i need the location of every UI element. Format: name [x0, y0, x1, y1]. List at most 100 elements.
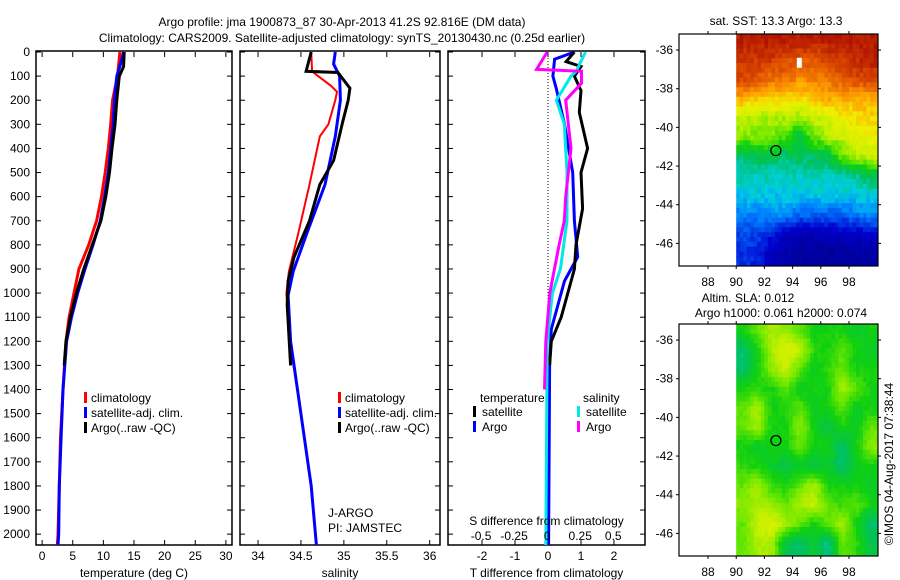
heatmap-cell	[866, 82, 871, 88]
heatmap-cell	[778, 517, 783, 523]
heatmap-cell	[757, 536, 762, 542]
heatmap-cell	[831, 367, 836, 373]
heatmap-cell	[824, 193, 829, 199]
heatmap-cell	[775, 198, 779, 204]
x2-tick-label: 0.5	[605, 529, 622, 543]
heatmap-cell	[789, 53, 793, 59]
heatmap-cell	[782, 222, 786, 228]
heatmap-cell	[764, 227, 769, 233]
heatmap-cell	[767, 469, 772, 475]
heatmap-cell	[764, 43, 769, 49]
heatmap-cell	[764, 217, 769, 223]
heatmap-cell	[824, 536, 829, 542]
heatmap-cell	[859, 111, 864, 117]
heatmap-cell	[782, 169, 786, 175]
heatmap-cell	[785, 203, 790, 209]
heatmap-cell	[775, 87, 779, 93]
heatmap-cell	[750, 208, 755, 214]
heatmap-cell	[831, 353, 836, 359]
heatmap-cell	[831, 38, 836, 44]
heatmap-cell	[806, 34, 811, 40]
heatmap-cell	[803, 198, 808, 204]
heatmap-cell	[736, 125, 741, 131]
heatmap-cell	[778, 237, 783, 243]
heatmap-cell	[841, 531, 846, 537]
heatmap-cell	[764, 63, 769, 69]
heatmap-cell	[792, 58, 797, 64]
heatmap-cell	[796, 449, 800, 455]
heatmap-cell	[739, 546, 744, 552]
heatmap-cell	[834, 48, 839, 54]
heatmap-cell	[831, 425, 836, 431]
heatmap-cell	[792, 87, 797, 93]
heatmap-cell	[849, 512, 853, 518]
heatmap-cell	[845, 53, 850, 59]
heatmap-cell	[760, 507, 765, 513]
heatmap-cell	[739, 469, 744, 475]
heatmap-cell	[810, 483, 815, 489]
heatmap-cell	[739, 48, 744, 54]
heatmap-cell	[775, 154, 779, 160]
heatmap-cell	[831, 338, 836, 344]
heatmap-cell	[785, 396, 790, 402]
heatmap-cell	[736, 154, 741, 160]
heatmap-cell	[743, 150, 748, 156]
heatmap-cell	[827, 531, 832, 537]
heatmap-cell	[870, 338, 874, 344]
heatmap-cell	[785, 406, 790, 412]
heatmap-cell	[799, 188, 804, 194]
heatmap-cell	[859, 208, 864, 214]
heatmap-cell	[820, 338, 825, 344]
heatmap-cell	[859, 227, 864, 233]
heatmap-cell	[866, 546, 871, 552]
heatmap-cell	[799, 546, 804, 552]
heatmap-cell	[810, 328, 815, 334]
heatmap-cell	[746, 58, 751, 64]
heatmap-cell	[789, 125, 793, 131]
heatmap-cell	[803, 478, 808, 484]
heatmap-cell	[824, 183, 829, 189]
heatmap-cell	[796, 367, 800, 373]
heatmap-cell	[856, 333, 860, 339]
heatmap-cell	[771, 38, 776, 44]
heatmap-cell	[810, 527, 815, 533]
heatmap-cell	[739, 478, 744, 484]
heatmap-cell	[792, 174, 797, 180]
heatmap-cell	[873, 125, 878, 131]
heatmap-cell	[750, 440, 755, 446]
heatmap-cell	[771, 130, 776, 136]
heatmap-cell	[750, 150, 755, 156]
heatmap-cell	[739, 130, 744, 136]
heatmap-cell	[750, 246, 755, 252]
heatmap-cell	[845, 473, 850, 479]
heatmap-cell	[753, 87, 758, 93]
heatmap-cell	[824, 401, 829, 407]
heatmap-cell	[767, 435, 772, 441]
heatmap-cell	[736, 362, 741, 368]
heatmap-cell	[834, 435, 839, 441]
heatmap-cell	[806, 517, 811, 523]
heatmap-cell	[863, 488, 867, 494]
heatmap-cell	[856, 241, 860, 247]
heatmap-cell	[813, 188, 818, 194]
heatmap-cell	[782, 391, 786, 397]
heatmap-cell	[841, 362, 846, 368]
heatmap-cell	[849, 82, 853, 88]
heatmap-cell	[782, 111, 786, 117]
lat-tick-label: -44	[656, 488, 674, 502]
heatmap-cell	[849, 140, 853, 146]
heatmap-cell	[845, 96, 850, 102]
heatmap-cell	[831, 116, 836, 122]
heatmap-cell	[838, 43, 843, 49]
heatmap-cell	[827, 502, 832, 508]
heatmap-cell	[859, 498, 864, 504]
lon-tick-label: 92	[758, 565, 772, 579]
heatmap-cell	[782, 401, 786, 407]
heatmap-cell	[775, 251, 779, 257]
heatmap-cell	[806, 328, 811, 334]
heatmap-cell	[849, 415, 853, 421]
heatmap-cell	[796, 96, 800, 102]
series-line-climatology	[55, 51, 122, 546]
heatmap-cell	[856, 53, 860, 59]
heatmap-cell	[799, 125, 804, 131]
